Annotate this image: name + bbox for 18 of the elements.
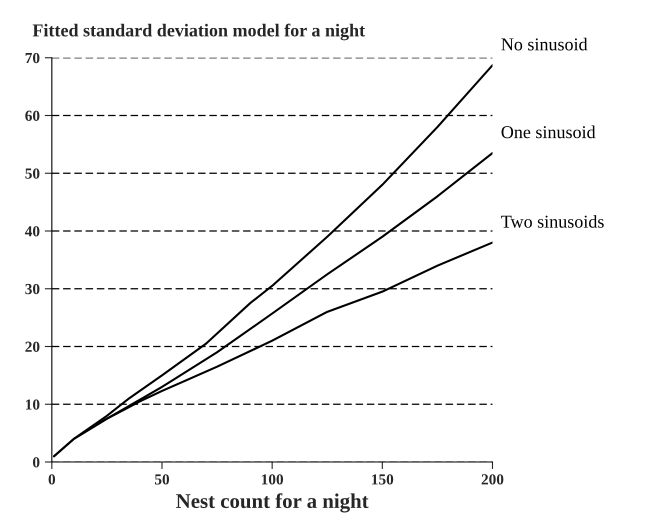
y-tick-label: 60 [25,110,40,121]
x-tick-label: 0 [48,474,56,485]
series-label: No sinusoid [501,38,588,50]
y-tick-label: 50 [25,168,40,179]
x-tick-label: 100 [262,474,284,485]
series-label: Two sinusoids [501,215,604,228]
x-tick-label: 150 [372,474,394,485]
y-tick-label: 40 [24,226,40,236]
chart-title: Fitted standard deviation model for a night [32,24,366,40]
x-tick-label: 200 [482,474,504,485]
y-tick-label: 0 [32,457,40,468]
y-tick-label: 10 [26,399,40,410]
y-tick-label: 20 [25,342,40,352]
y-tick-label: 30 [25,284,40,294]
series-label: One sinusoid [502,126,596,138]
y-tick-label: 70 [26,52,40,64]
x-tick-label: 50 [154,474,170,485]
x-axis-title: Nest count for a night [176,493,369,512]
